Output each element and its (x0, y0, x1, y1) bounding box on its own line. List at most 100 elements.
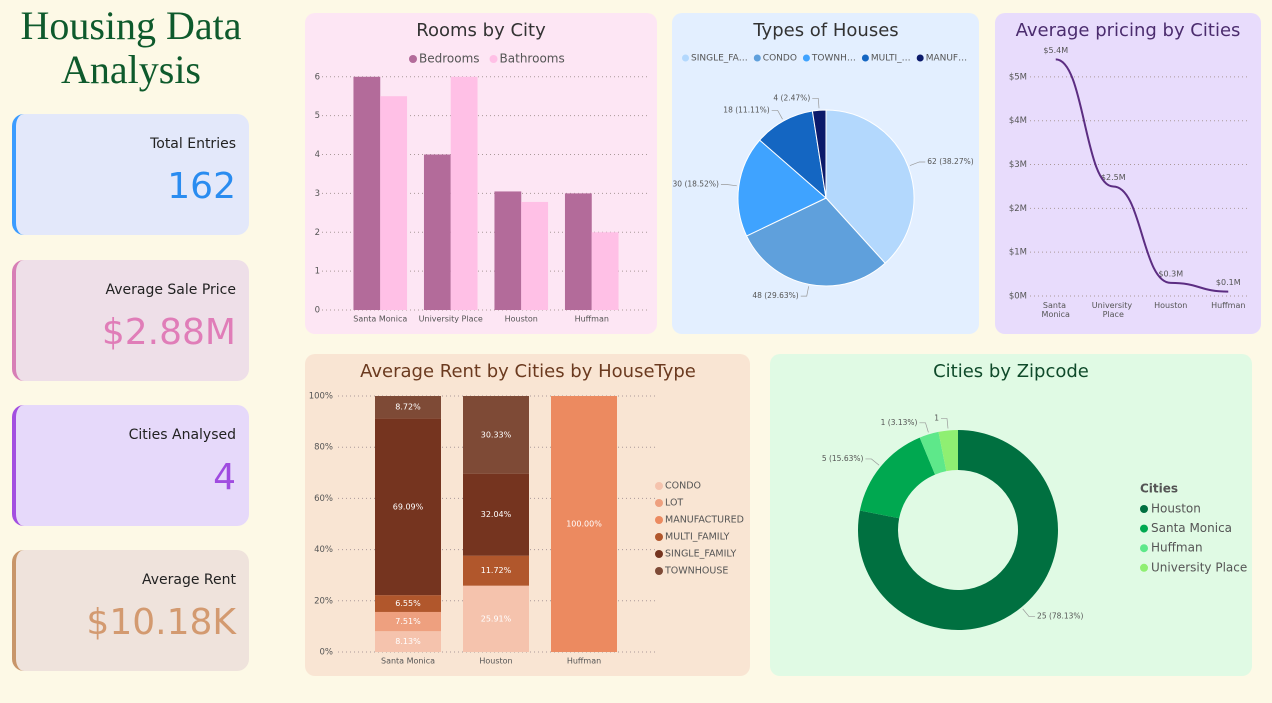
data-label: 6.55% (395, 599, 421, 608)
legend-label: MULTI_… (871, 54, 911, 64)
leader-line (941, 418, 949, 429)
x-tick-label: Houston (505, 315, 538, 324)
data-label: 1 (3.13%) (881, 418, 918, 427)
card-value: $10.18K (86, 602, 236, 643)
data-label: 30.33% (481, 430, 512, 439)
x-tick-label: Houston (479, 657, 512, 666)
bar-segment (375, 418, 441, 596)
bar (521, 201, 549, 310)
data-label: 32.04% (481, 510, 512, 519)
y-tick-label: 0 (315, 306, 320, 316)
legend-marker (655, 516, 663, 524)
data-label: $0.1M (1216, 278, 1241, 287)
donut-slice (919, 431, 947, 475)
chart-title: Types of Houses (752, 20, 898, 41)
bar-segment (375, 396, 441, 419)
data-label: 62 (38.27%) (927, 157, 973, 166)
card-label: Average Sale Price (105, 282, 236, 298)
panel (995, 13, 1261, 334)
legend-marker (1140, 563, 1148, 572)
y-tick-label: 60% (314, 494, 333, 504)
y-tick-label: 2 (315, 228, 320, 238)
bar-segment (463, 396, 529, 474)
bar-segment (375, 595, 441, 612)
y-tick-label: 100% (309, 392, 333, 402)
x-tick-label: Santa Monica (353, 315, 407, 324)
data-label: 100.00% (566, 520, 602, 529)
y-tick-label: 3 (315, 189, 320, 199)
legend-marker (802, 54, 810, 62)
y-tick-label: 20% (314, 596, 333, 606)
legend-label: MULTI_FAMILY (665, 532, 730, 543)
data-label: 8.72% (395, 403, 421, 412)
legend-marker (1140, 524, 1148, 533)
pie-slice (811, 109, 827, 199)
legend-marker (409, 55, 417, 63)
card-value: 162 (167, 166, 236, 207)
leader-line (909, 161, 926, 166)
card-value: 4 (213, 457, 236, 498)
pie-slice (737, 139, 827, 237)
y-tick-label: 5 (315, 111, 320, 121)
bar-segment (375, 611, 441, 632)
legend-label: TOWNHOUSE (664, 566, 728, 577)
legend-label: SINGLE_FA… (691, 54, 748, 64)
legend-marker (1140, 544, 1148, 553)
y-tick-label: $3M (1009, 160, 1027, 170)
y-tick-label: $0M (1009, 292, 1027, 302)
legend-marker (489, 55, 498, 63)
bar (591, 232, 619, 310)
legend-marker (655, 567, 663, 575)
legend-label: Santa Monica (1151, 521, 1232, 535)
y-tick-label: 40% (314, 545, 333, 555)
leader-line (771, 110, 783, 120)
data-label: $2.5M (1101, 173, 1126, 182)
x-tick-label: University Place (1092, 301, 1135, 319)
chart-title: Average pricing by Cities (1016, 20, 1241, 41)
leader-line (865, 458, 880, 466)
line (1055, 58, 1229, 293)
legend-marker (682, 54, 689, 62)
legend-label: TOWNH… (811, 54, 856, 64)
pie-slice (745, 197, 886, 287)
y-tick-label: $2M (1009, 204, 1027, 214)
legend-label: MANUFACTURED (665, 515, 744, 526)
data-label: 30 (18.52%) (673, 179, 719, 188)
bar (494, 191, 522, 310)
data-label: $5.4M (1043, 46, 1068, 55)
kpi-card: Total Entries 162 (12, 114, 249, 235)
leader-line (720, 184, 737, 187)
legend-label: Bedrooms (419, 52, 480, 66)
y-tick-label: 80% (314, 443, 333, 453)
data-label: 18 (11.11%) (723, 105, 769, 114)
x-tick-label: Santa Monica (381, 657, 435, 666)
legend-label: SINGLE_FAMILY (665, 549, 736, 560)
legend-label: Houston (1151, 502, 1201, 516)
kpi-card: Cities Analysed 4 (12, 405, 249, 526)
data-label: 25 (78.13%) (1037, 612, 1083, 621)
legend-marker (655, 499, 663, 507)
y-tick-label: $1M (1009, 248, 1027, 258)
kpi-card: Average Sale Price $2.88M (12, 260, 249, 381)
legend-label: University Place (1151, 560, 1247, 574)
chart-title: Cities by Zipcode (933, 361, 1089, 382)
data-label: 25.91% (481, 614, 512, 623)
leader-line (812, 97, 820, 109)
x-tick-label: Huffman (1211, 301, 1245, 310)
data-label: $0.3M (1158, 269, 1183, 278)
legend-label: CONDO (763, 54, 797, 64)
donut-slice (938, 430, 958, 472)
leader-line (800, 286, 809, 297)
legend-marker (861, 54, 869, 62)
leader-line (919, 422, 929, 433)
leader-line (1022, 608, 1036, 617)
y-tick-label: 0% (320, 648, 334, 658)
data-label: 11.72% (481, 566, 512, 575)
data-label: 7.51% (395, 617, 421, 626)
bar-segment (463, 585, 529, 652)
x-tick-label: Santa Monica (1042, 301, 1070, 319)
bar (423, 154, 451, 310)
legend-title: Cities (1140, 482, 1178, 496)
legend-marker (655, 550, 663, 558)
